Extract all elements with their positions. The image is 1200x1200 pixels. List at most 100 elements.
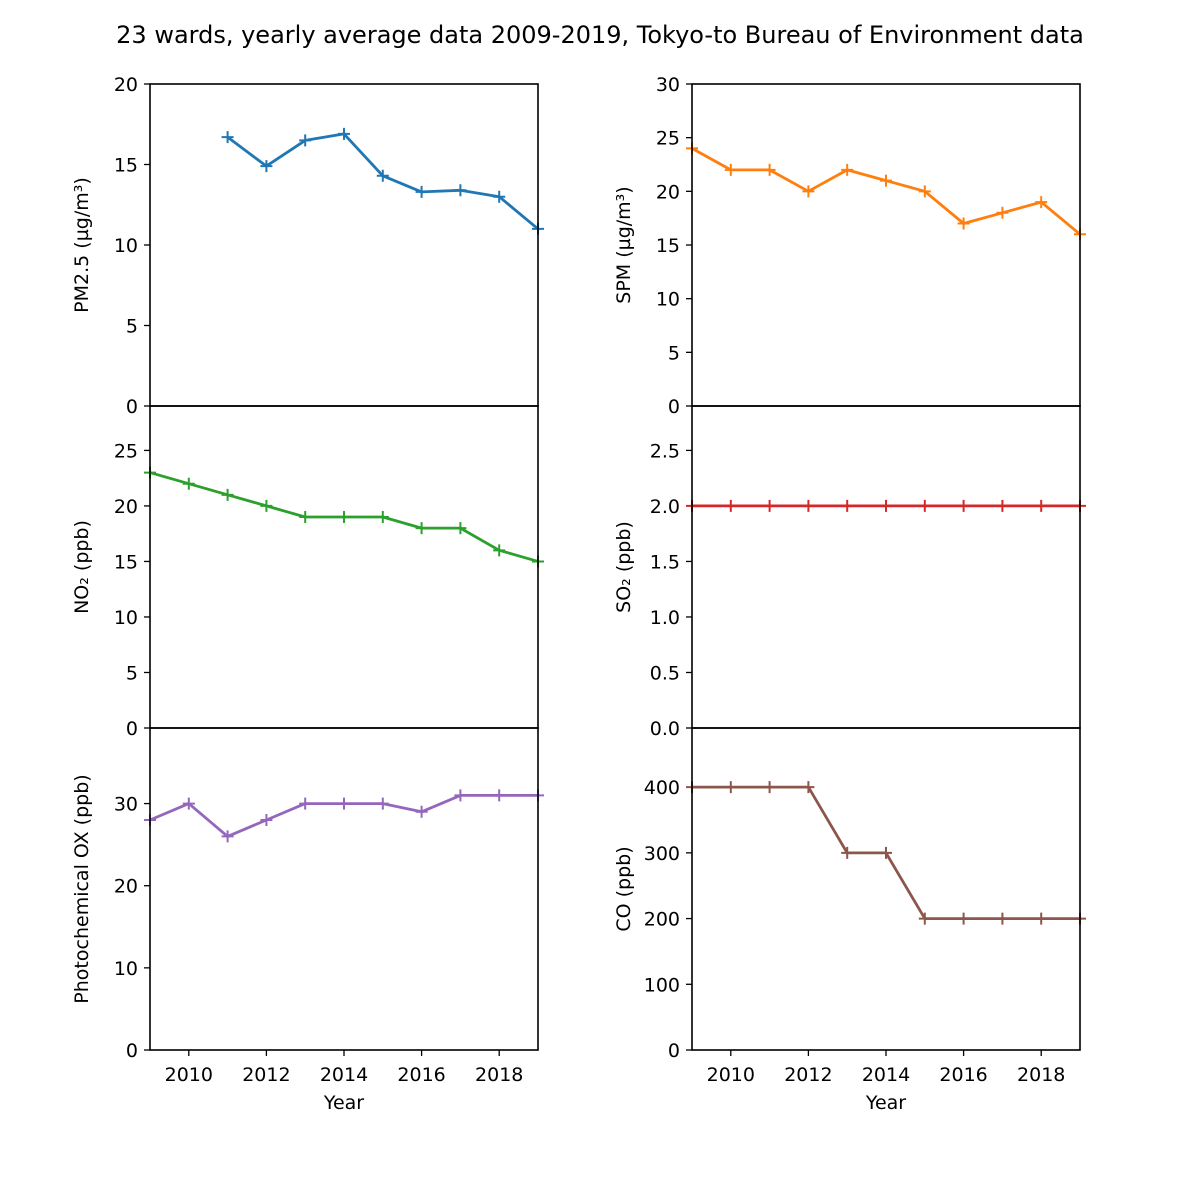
figure-title: 23 wards, yearly average data 2009-2019,… xyxy=(116,21,1084,49)
data-point xyxy=(1035,499,1048,512)
data-point xyxy=(841,846,854,859)
y-tick-label: 0 xyxy=(126,1040,138,1062)
data-point xyxy=(763,499,776,512)
y-tick-label: 15 xyxy=(656,235,680,257)
y-tick-label: 0 xyxy=(126,718,138,740)
y-tick-label: 30 xyxy=(656,74,680,96)
data-point xyxy=(376,511,389,524)
y-tick-label: 5 xyxy=(126,316,138,338)
y-tick-label: 10 xyxy=(114,607,138,629)
y-tick-label: 2.0 xyxy=(650,496,680,518)
data-point xyxy=(182,797,195,810)
data-point xyxy=(493,544,506,557)
y-tick-label: 300 xyxy=(644,843,680,865)
data-point xyxy=(802,499,815,512)
y-tick-label: 5 xyxy=(126,662,138,684)
y-axis-label: CO (ppb) xyxy=(613,846,635,931)
data-point xyxy=(841,163,854,176)
data-point xyxy=(376,169,389,182)
y-tick-label: 10 xyxy=(114,235,138,257)
data-point xyxy=(415,522,428,535)
y-tick-label: 15 xyxy=(114,155,138,177)
data-point xyxy=(493,190,506,203)
data-point xyxy=(1035,912,1048,925)
series-line xyxy=(692,147,1080,236)
plot-area xyxy=(149,405,539,729)
y-tick-label: 25 xyxy=(114,440,138,462)
x-tick-label: 2016 xyxy=(939,1064,987,1086)
data-point xyxy=(454,522,467,535)
y-tick-label: 0 xyxy=(126,396,138,418)
y-tick-label: 30 xyxy=(114,794,138,816)
x-tick-label: 2014 xyxy=(320,1064,368,1086)
y-tick-label: 1.5 xyxy=(650,551,680,573)
data-point xyxy=(299,797,312,810)
subplot-5: 0 10 20 30 2010 2012 2014 2016 2018 Photochemical… xyxy=(71,727,544,1114)
y-tick-label: 20 xyxy=(114,496,138,518)
x-tick-label: 2010 xyxy=(707,1064,755,1086)
data-point xyxy=(338,797,350,810)
y-axis-label: Photochemical OX (ppb) xyxy=(71,774,93,1003)
data-point xyxy=(763,781,776,794)
y-tick-label: 100 xyxy=(644,974,680,996)
data-point xyxy=(802,185,815,198)
subplot-6: 0 100 200 300 400 2010 2012 2014 2016 2018 CO (ppb… xyxy=(613,727,1086,1114)
plot-area xyxy=(149,727,539,1051)
y-tick-label: 5 xyxy=(668,342,680,364)
data-point xyxy=(918,912,931,925)
y-tick-label: 2.5 xyxy=(650,440,680,462)
data-point xyxy=(182,477,195,490)
data-point xyxy=(880,846,892,859)
subplot-1: 0 5 10 15 20 PM2.5 (µg/m³) xyxy=(71,74,544,418)
data-point xyxy=(376,797,389,810)
data-point xyxy=(338,127,350,140)
x-tick-label: 2018 xyxy=(1017,1064,1065,1086)
x-tick-label: 2018 xyxy=(475,1064,523,1086)
y-tick-label: 0 xyxy=(668,1040,680,1062)
data-point xyxy=(493,789,506,802)
y-tick-label: 0.5 xyxy=(650,662,680,684)
x-axis-label: Year xyxy=(323,1092,364,1114)
subplot-2: 0 5 10 15 20 25 30 SPM (µg/m³) xyxy=(613,74,1086,418)
data-point xyxy=(415,185,428,198)
data-point xyxy=(880,499,892,512)
data-point xyxy=(724,163,737,176)
x-tick-label: 2012 xyxy=(242,1064,290,1086)
data-point xyxy=(221,830,234,843)
y-tick-label: 1.0 xyxy=(650,607,680,629)
x-tick-label: 2010 xyxy=(165,1064,213,1086)
y-tick-label: 400 xyxy=(644,777,680,799)
plot-area xyxy=(691,405,1081,729)
data-point xyxy=(996,206,1009,219)
data-point xyxy=(841,499,854,512)
data-point xyxy=(338,511,350,524)
data-point xyxy=(724,781,737,794)
y-axis-label: NO₂ (ppb) xyxy=(71,520,93,614)
y-tick-label: 0 xyxy=(668,396,680,418)
data-point xyxy=(1035,196,1048,209)
y-tick-label: 20 xyxy=(114,876,138,898)
data-point xyxy=(918,499,931,512)
data-point xyxy=(996,499,1009,512)
data-point xyxy=(260,499,273,512)
subplot-4: 0.0 0.5 1.0 1.5 2.0 2.5 SO₂ (ppb) xyxy=(613,405,1086,740)
y-axis-label: SPM (µg/m³) xyxy=(613,186,635,303)
x-tick-label: 2014 xyxy=(862,1064,910,1086)
plot-area xyxy=(691,83,1081,407)
x-tick-label: 2016 xyxy=(397,1064,445,1086)
data-point xyxy=(918,185,931,198)
data-point xyxy=(221,131,234,144)
plot-area xyxy=(691,727,1081,1051)
data-point xyxy=(957,912,970,925)
subplot-grid: 0 5 10 15 20 PM2.5 (µg/m³) 0 5 10 15 20 25 30 SPM (µg… xyxy=(71,74,1086,1114)
data-point xyxy=(260,160,273,173)
y-tick-label: 20 xyxy=(114,74,138,96)
data-point xyxy=(454,184,467,197)
y-axis-label: SO₂ (ppb) xyxy=(613,521,635,613)
data-point xyxy=(802,781,815,794)
y-tick-label: 20 xyxy=(656,181,680,203)
data-point xyxy=(880,174,892,187)
data-point xyxy=(299,134,312,147)
y-tick-label: 15 xyxy=(114,551,138,573)
subplot-3: 0 5 10 15 20 25 NO₂ (ppb) xyxy=(71,405,544,740)
